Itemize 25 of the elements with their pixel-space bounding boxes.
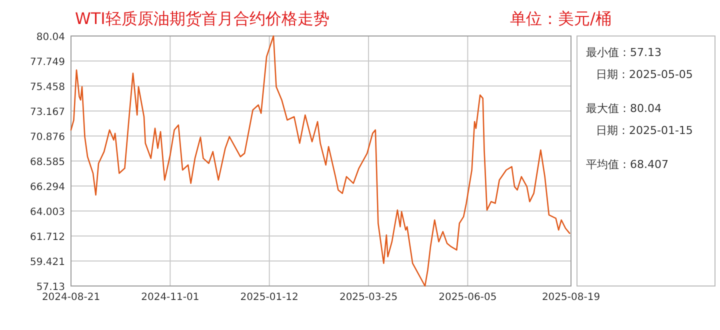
y-tick-label: 80.04 <box>36 32 65 43</box>
y-tick-label: 68.585 <box>30 157 65 168</box>
chart-title: WTI轻质原油期货首月合约价格走势 <box>75 9 330 28</box>
x-tick-label: 2025-08-19 <box>542 292 600 303</box>
x-tick-label: 2024-11-01 <box>141 292 200 303</box>
text: 日期：2025-05-05 <box>596 68 693 81</box>
y-tick-label: 61.712 <box>30 232 65 243</box>
y-tick-label: 59.421 <box>30 257 65 268</box>
text: 最大值：80.04 <box>586 102 662 115</box>
y-tick-label: 66.294 <box>30 182 65 193</box>
x-tick-label: 2024-08-21 <box>42 292 100 303</box>
line-series <box>70 35 570 287</box>
x-tick-label: 2025-03-25 <box>339 292 398 303</box>
y-tick-label: 64.003 <box>30 207 65 218</box>
y-tick-label: 70.876 <box>30 132 65 143</box>
text: 最小值：57.13 <box>586 46 662 59</box>
chart-subtitle: 单位：美元/桶 <box>510 9 612 28</box>
y-tick-label: 75.458 <box>30 82 65 93</box>
y-tick-label: 77.749 <box>30 57 65 68</box>
y-tick-label: 73.167 <box>30 107 65 118</box>
text: 平均值：68.407 <box>586 158 668 171</box>
x-tick-label: 2025-01-12 <box>240 292 298 303</box>
text: 日期：2025-01-15 <box>596 124 693 137</box>
x-tick-label: 2025-06-05 <box>438 292 497 303</box>
y-tick-label: 57.13 <box>36 282 65 293</box>
